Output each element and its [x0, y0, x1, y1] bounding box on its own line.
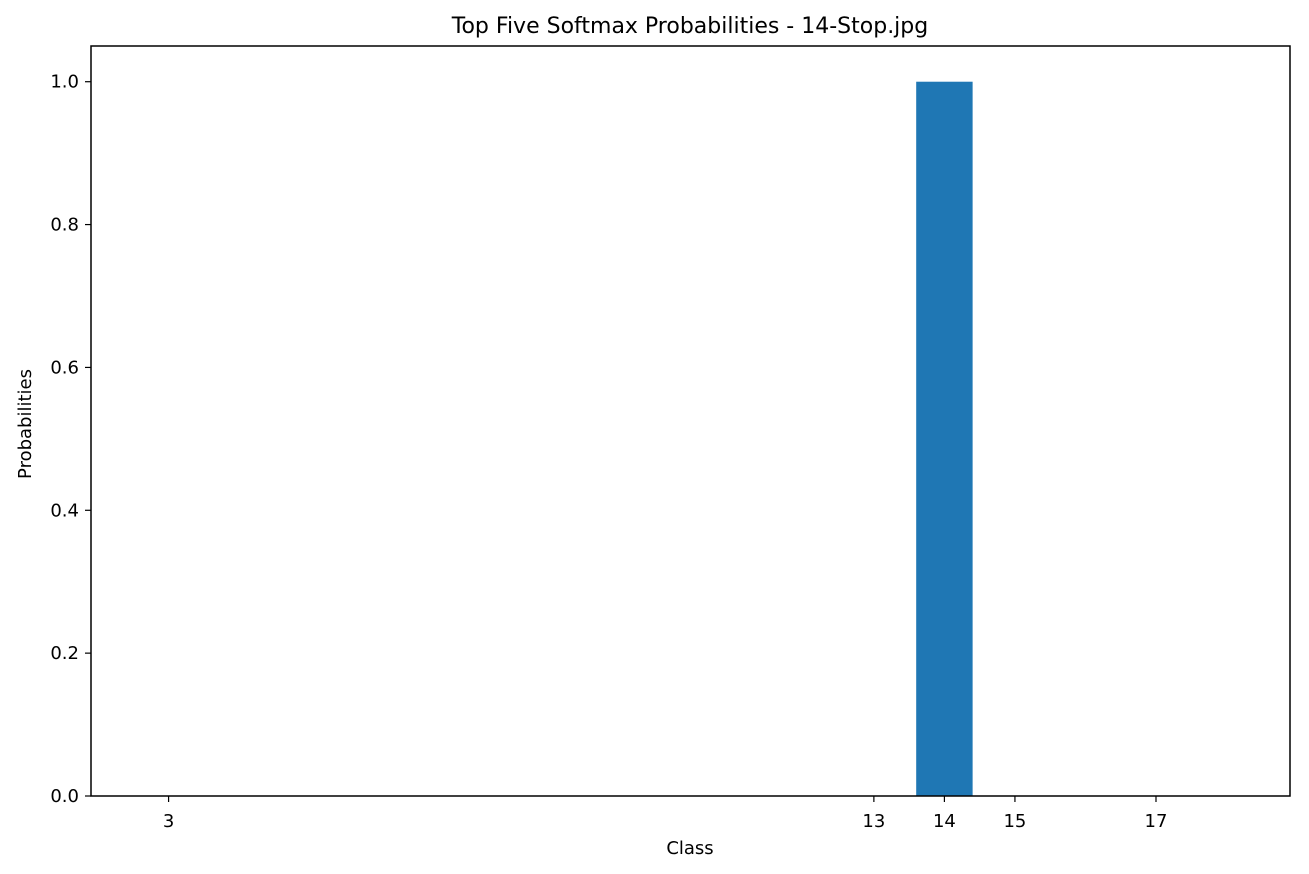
x-tick-label: 13	[862, 811, 885, 832]
x-tick-label: 3	[163, 811, 174, 832]
plot-frame	[90, 45, 1291, 797]
y-tick-label: 0.8	[50, 215, 79, 236]
x-tick-label: 14	[933, 811, 956, 832]
y-tick-label: 0.4	[50, 500, 79, 521]
chart-title: Top Five Softmax Probabilities - 14-Stop…	[451, 14, 928, 39]
x-tick-label: 15	[1003, 811, 1026, 832]
y-tick-label: 0.2	[50, 643, 79, 664]
y-axis-title: Probabilities	[15, 369, 36, 479]
bars-group	[916, 81, 973, 796]
bar-class-14	[916, 81, 973, 796]
x-axis-title: Class	[666, 838, 713, 859]
y-tick-label: 0.6	[50, 357, 79, 378]
y-axis-ticks: 0.0 0.2 0.4 0.6 0.8 1.0	[50, 72, 91, 807]
y-tick-label: 1.0	[50, 72, 79, 93]
x-axis-ticks: 3 13 14 15 17	[163, 796, 1168, 832]
y-tick-label: 0.0	[50, 786, 79, 807]
x-tick-label: 17	[1145, 811, 1168, 832]
